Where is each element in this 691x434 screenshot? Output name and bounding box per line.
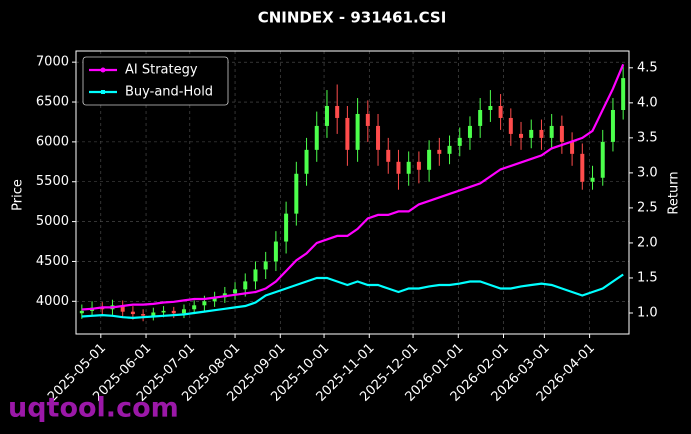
candle-body — [171, 310, 176, 314]
candle-body — [457, 137, 462, 146]
candle-body — [529, 129, 534, 138]
candle-body — [212, 297, 217, 302]
candle-body — [304, 149, 309, 174]
candle-body — [621, 78, 626, 110]
y-tick-label: 5000 — [36, 214, 69, 229]
candle-body — [447, 145, 452, 154]
y2-tick-label: 2.5 — [637, 200, 658, 215]
y2-tick-label: 4.0 — [637, 95, 658, 110]
y2-tick-label: 1.5 — [637, 270, 658, 285]
candle-body — [324, 106, 329, 126]
y-tick-label: 4000 — [36, 294, 69, 309]
candle-body — [386, 149, 391, 162]
candle-body — [416, 161, 421, 170]
candle-body — [273, 241, 278, 262]
candle-body — [202, 301, 207, 306]
y-tick-label: 5500 — [36, 174, 69, 189]
candle-body — [120, 305, 125, 312]
candle-body — [161, 310, 166, 313]
candle-body — [233, 289, 238, 294]
candle-body — [498, 106, 503, 118]
chart-title: CNINDEX - 931461.CSI — [258, 9, 447, 27]
candle-body — [610, 109, 615, 142]
y2-tick-label: 2.0 — [637, 235, 658, 250]
y2-axis-label: Return — [667, 171, 682, 214]
candle-body — [559, 125, 564, 142]
candle-body — [79, 310, 84, 314]
watermark: uqtool.com — [8, 393, 179, 424]
candle-body — [335, 106, 340, 118]
candle-body — [427, 149, 432, 170]
axes-frame — [75, 50, 630, 335]
legend-marker — [100, 67, 106, 73]
y-tick-label: 4500 — [36, 254, 69, 269]
candle-body — [243, 281, 248, 290]
candle-body — [253, 269, 258, 282]
candle-body — [181, 309, 186, 314]
legend-box — [82, 56, 229, 106]
candle-body — [355, 113, 360, 150]
y-tick-label: 7000 — [36, 55, 69, 70]
candle-body — [488, 106, 493, 110]
candle-body — [192, 305, 197, 310]
candle-body — [141, 314, 146, 316]
candle-body — [570, 141, 575, 154]
candle-body — [467, 125, 472, 138]
candle-body — [549, 125, 554, 138]
legend-marker — [101, 90, 105, 94]
candle-body — [508, 117, 513, 134]
candle-body — [345, 117, 350, 150]
line-series — [81, 63, 625, 311]
y-axis-label: Price — [11, 179, 26, 211]
candle-body — [294, 173, 299, 214]
y-tick-label: 6000 — [36, 134, 69, 149]
legend-label: AI Strategy — [125, 63, 198, 78]
candle-body — [437, 149, 442, 154]
y2-tick-label: 3.5 — [637, 130, 658, 145]
candle-body — [396, 161, 401, 174]
candle-body — [284, 213, 289, 242]
candle-body — [539, 129, 544, 138]
y2-tick-label: 3.0 — [637, 165, 658, 180]
candle-body — [600, 141, 605, 178]
candle-body — [580, 153, 585, 182]
candle-body — [314, 125, 319, 150]
line-series — [81, 273, 624, 320]
candle-body — [365, 113, 370, 126]
legend-label: Buy-and-Hold — [125, 85, 213, 100]
candle-body — [406, 161, 411, 174]
y2-tick-label: 1.0 — [637, 305, 658, 320]
y-tick-label: 6500 — [36, 95, 69, 110]
candle-body — [590, 177, 595, 182]
candle-body — [478, 109, 483, 126]
candle-body — [263, 261, 268, 270]
candle-body — [130, 311, 135, 315]
candle-body — [376, 125, 381, 150]
candle-body — [151, 312, 156, 316]
candle-body — [519, 133, 524, 138]
y2-tick-label: 4.5 — [637, 60, 658, 75]
